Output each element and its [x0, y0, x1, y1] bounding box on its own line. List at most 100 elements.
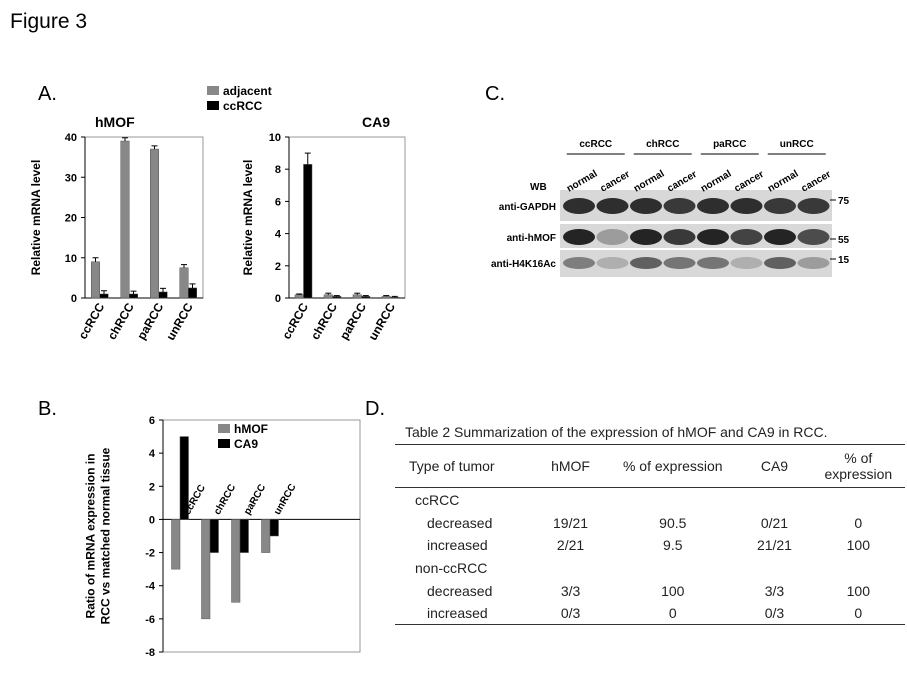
- table-cell: 2/21: [556, 537, 585, 553]
- bar: [91, 261, 100, 299]
- blot-band: [563, 229, 595, 245]
- bar: [201, 519, 211, 620]
- y-tick-label: 4: [275, 229, 282, 241]
- table-cell: 100: [661, 583, 685, 599]
- y-tick-label: -8: [145, 647, 155, 659]
- x-tick-label: chRCC: [308, 300, 340, 342]
- table-row: decreased 3/3 100 3/3 100: [395, 580, 905, 602]
- bar: [179, 267, 189, 299]
- table-cell: decreased: [427, 583, 493, 599]
- blot-band: [797, 198, 830, 214]
- table: Type of tumor hMOF% of expression CA9% of …: [395, 444, 905, 625]
- bar: [120, 140, 130, 299]
- error-bar: [383, 295, 390, 297]
- error-bar: [391, 295, 398, 298]
- bar: [390, 296, 400, 299]
- table-row: decreased 19/21 90.5 0/21 0: [395, 512, 905, 534]
- bar: [209, 519, 219, 553]
- header-cell: % of expression: [811, 444, 905, 488]
- y-tick-label: 2: [149, 481, 155, 493]
- blot-band: [563, 257, 595, 269]
- panel-label: D.: [365, 398, 385, 420]
- error-bar: [296, 293, 303, 295]
- x-tick-label: paRCC: [242, 483, 268, 517]
- table-cell: 0: [811, 602, 905, 625]
- y-tick-label: 0: [275, 293, 281, 305]
- x-tick-label: unRCC: [272, 482, 298, 517]
- table-cell: 0/21: [760, 515, 789, 531]
- blot-band: [730, 198, 763, 214]
- legend-swatch: [218, 439, 230, 448]
- table-row: increased 2/21 9.5 21/21 100: [395, 534, 905, 556]
- header-cell: % of expression: [608, 444, 738, 488]
- blot-band: [596, 229, 629, 245]
- blot-band: [596, 198, 629, 214]
- y-tick-label: 10: [269, 132, 281, 144]
- error-bar: [122, 137, 128, 142]
- bar: [150, 148, 159, 299]
- group-label: ccRCC: [415, 492, 460, 508]
- table-cell: 21/21: [756, 537, 792, 553]
- bar: [188, 287, 197, 299]
- bar: [171, 519, 181, 570]
- chart-title: hMOF: [95, 114, 135, 130]
- group-row: non-ccRCC: [395, 556, 905, 580]
- bar: [239, 519, 249, 553]
- y-axis-label: Ratio of mRNA expression in: [84, 454, 98, 619]
- legend-swatch: [207, 101, 219, 110]
- table-cell: increased: [427, 537, 488, 553]
- x-tick-label: unRCC: [163, 300, 196, 343]
- y-tick-label: 4: [149, 448, 156, 460]
- y-tick-label: 6: [275, 196, 281, 208]
- blot-row-label: anti-GAPDH: [499, 202, 556, 213]
- error-bar: [333, 295, 340, 297]
- blot-band: [797, 257, 830, 269]
- error-bar: [151, 145, 158, 150]
- blot-band: [764, 198, 796, 214]
- blot-band: [764, 229, 796, 245]
- blot-band: [697, 198, 729, 214]
- error-bar: [362, 295, 369, 297]
- bar: [323, 294, 333, 299]
- blot-band: [764, 257, 796, 269]
- bar: [303, 164, 313, 299]
- table-cell: 90.5: [659, 515, 687, 531]
- x-tick-label: paRCC: [134, 300, 166, 342]
- error-bar: [325, 292, 332, 295]
- y-tick-label: 8: [275, 164, 281, 176]
- header-cell: CA9: [737, 444, 812, 488]
- blot-band: [663, 229, 696, 245]
- y-tick-label: 40: [65, 132, 77, 144]
- table-cell: 0: [608, 602, 738, 625]
- error-bar: [130, 290, 137, 294]
- x-tick-label: ccRCC: [76, 300, 108, 341]
- blot-band: [630, 257, 662, 269]
- table-cell: 19/21: [553, 515, 589, 531]
- panel-label: A.: [38, 83, 57, 105]
- table-cell: 100: [846, 583, 870, 599]
- blot-band: [630, 198, 662, 214]
- legend-swatch: [207, 86, 219, 95]
- panel-label: C.: [485, 83, 505, 105]
- error-bar: [304, 152, 311, 165]
- x-tick-label: paRCC: [337, 300, 369, 342]
- blot-band: [730, 257, 763, 269]
- y-tick-label: -4: [145, 581, 156, 593]
- table-cell: 9.5: [663, 537, 683, 553]
- bar: [381, 296, 391, 299]
- y-tick-label: 0: [149, 514, 155, 526]
- chart-title: CA9: [362, 114, 390, 130]
- table-cell: 100: [846, 537, 870, 553]
- bar: [99, 293, 109, 299]
- table-cell: 0: [854, 515, 863, 531]
- error-bar: [160, 287, 166, 292]
- size-marker: 55: [838, 235, 850, 246]
- group-label: non-ccRCC: [415, 560, 488, 576]
- error-bar: [181, 264, 187, 268]
- panel-label: B.: [38, 398, 57, 420]
- x-tick-label: ccRCC: [279, 300, 311, 341]
- y-tick-label: 0: [71, 293, 77, 305]
- blot-band: [596, 257, 629, 269]
- blot-band: [630, 229, 662, 245]
